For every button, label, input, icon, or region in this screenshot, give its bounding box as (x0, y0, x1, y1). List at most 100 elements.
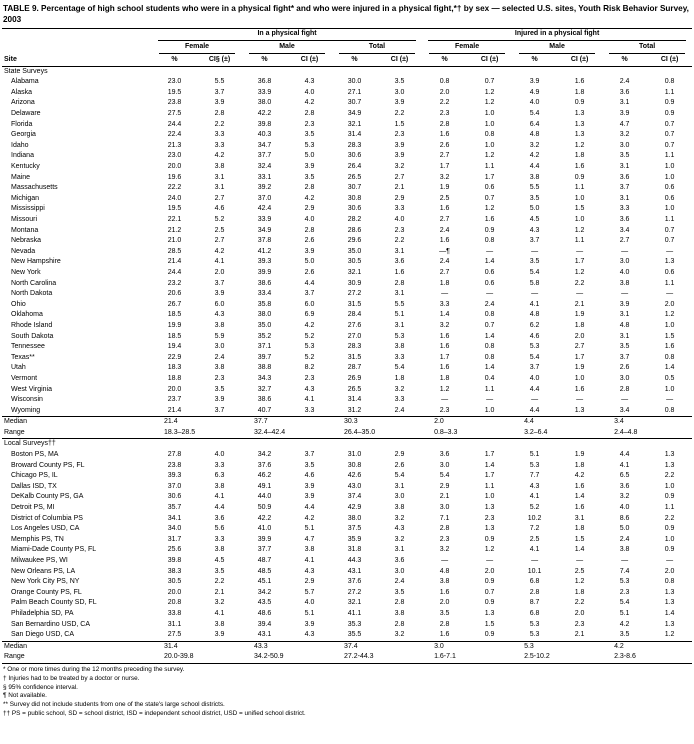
value-cell: 3.4 (619, 406, 630, 414)
value-cell: 4.8 (529, 131, 540, 139)
value-cell: 3.2 (439, 173, 450, 181)
value-cell: 24.4 (167, 120, 182, 128)
subheader-injured-male: Male (512, 42, 602, 55)
value-cell: 2.0 (439, 599, 450, 607)
section-header-row: Local Surveys†† (2, 438, 693, 451)
value-cell: 0.9 (664, 493, 675, 501)
value-cell: 3.5 (394, 588, 405, 596)
value-cell: 38.8 (257, 364, 272, 372)
value-cell: 43.5 (257, 599, 272, 607)
value-cell: 4.2 (529, 152, 540, 160)
subgroup-header-row: Female Male Total Female Male Total (2, 42, 692, 55)
value-cell: 1.0 (484, 493, 495, 501)
value-cell: 42.2 (257, 514, 272, 522)
site-name: Dallas ISD, TX (11, 482, 57, 490)
value-cell: 3.0 (619, 374, 630, 382)
value-cell: 5.3 (529, 343, 540, 351)
value-cell: 7.7 (529, 472, 540, 480)
value-cell: 1.3 (664, 599, 675, 607)
site-name: Alaska (11, 88, 33, 96)
summary-value: 2.3-8.6 (614, 653, 636, 661)
value-cell: 44.0 (257, 493, 272, 501)
site-name: District of Columbia PS (11, 514, 83, 522)
value-cell: 37.6 (257, 461, 272, 469)
value-cell: 39.9 (257, 535, 272, 543)
value-cell: 2.8 (439, 120, 450, 128)
value-cell: 3.9 (619, 110, 630, 118)
value-cell: 3.0 (394, 567, 405, 575)
col-header-pct: % (422, 54, 468, 67)
value-cell: 1.3 (484, 609, 495, 617)
site-name: Alabama (11, 78, 39, 86)
value-cell: 3.8 (394, 504, 405, 512)
col-header-ci: CI (±) (287, 54, 332, 67)
value-cell: 3.8 (214, 364, 225, 372)
value-cell: 4.1 (214, 258, 225, 266)
value-cell: 1.4 (664, 364, 675, 372)
value-cell: 3.7 (529, 237, 540, 245)
value-cell: 4.2 (304, 194, 315, 202)
value-cell: 23.7 (167, 396, 182, 404)
value-cell: 0.8 (664, 78, 675, 86)
table-title: TABLE 9. Percentage of high school stude… (3, 4, 689, 24)
site-column-header: Site (2, 28, 152, 67)
value-cell: 0.7 (664, 226, 675, 234)
value-cell: 3.9 (214, 290, 225, 298)
value-cell: 3.5 (619, 152, 630, 160)
value-cell: 3.8 (214, 482, 225, 490)
value-cell: 4.0 (394, 216, 405, 223)
value-cell: 2.2 (664, 514, 675, 522)
value-cell: 18.5 (167, 311, 182, 319)
value-cell: 0.8 (484, 311, 495, 319)
range-row: Range 20.0-39.8 34.2-50.9 27.2-44.3 1.6-7.1 2… (2, 652, 692, 663)
summary-value: 34.2-50.9 (254, 653, 284, 661)
value-cell: 21.3 (167, 141, 182, 149)
value-cell: 1.6 (439, 332, 450, 340)
value-cell: 0.8 (664, 353, 675, 361)
value-cell: 4.1 (304, 557, 315, 564)
value-cell: 39.8 (167, 557, 182, 564)
value-cell: — (621, 247, 629, 255)
value-cell: 4.2 (304, 514, 315, 522)
value-cell: 4.1 (619, 461, 630, 469)
value-cell: 4.2 (574, 472, 585, 480)
value-cell: 2.7 (574, 343, 585, 351)
value-cell: 4.3 (304, 385, 315, 393)
value-cell: 1.7 (484, 472, 495, 480)
value-cell: 4.3 (529, 482, 540, 490)
value-cell: 23.0 (167, 78, 182, 86)
value-cell: 1.6 (439, 343, 450, 351)
site-row: Broward County PS, FL 23.8 3.3 37.6 3.5 30.8 2… (2, 461, 692, 472)
value-cell: 2.2 (394, 237, 405, 245)
value-cell: 3.1 (214, 173, 225, 181)
value-cell: —¶ (439, 247, 450, 255)
value-cell: 5.4 (394, 472, 405, 480)
site-row: South Dakota 18.5 5.9 35.2 5.2 27.0 5.3 1.6 1.4 4… (2, 332, 692, 343)
value-cell: 33.4 (257, 290, 272, 298)
site-name: Boston PS, MA (11, 451, 59, 459)
site-name: Idaho (11, 141, 29, 149)
value-cell: 7.2 (529, 525, 540, 533)
site-name: Mississippi (11, 205, 45, 213)
value-cell: 48.5 (257, 567, 272, 575)
value-cell: 0.6 (664, 268, 675, 276)
footnote-line: * One or more times during the 12 months… (3, 665, 185, 673)
value-cell: 1.7 (439, 163, 450, 171)
value-cell: 39.8 (257, 120, 272, 128)
value-cell: 3.8 (394, 343, 405, 351)
median-row: Median 31.4 43.3 37.4 3.0 5.3 4.2 (2, 640, 693, 653)
value-cell: 5.4 (439, 472, 450, 480)
value-cell: 2.8 (619, 385, 630, 393)
group-header-fight: In a physical fight (152, 29, 422, 43)
value-cell: 30.6 (167, 493, 182, 501)
value-cell: 10.2 (527, 514, 542, 522)
site-row: Mississippi 19.5 4.6 42.4 2.9 30.6 3.3 1.6 1.2 5.… (2, 204, 692, 215)
value-cell: 1.1 (484, 385, 495, 393)
subheader-injured-female: Female (422, 42, 512, 55)
value-cell: 34.2 (257, 588, 272, 596)
value-cell: — (441, 396, 449, 404)
value-cell: 6.3 (214, 472, 225, 480)
value-cell: 2.6 (304, 237, 315, 245)
value-cell: 0.6 (484, 184, 495, 192)
value-cell: 30.9 (347, 279, 362, 287)
